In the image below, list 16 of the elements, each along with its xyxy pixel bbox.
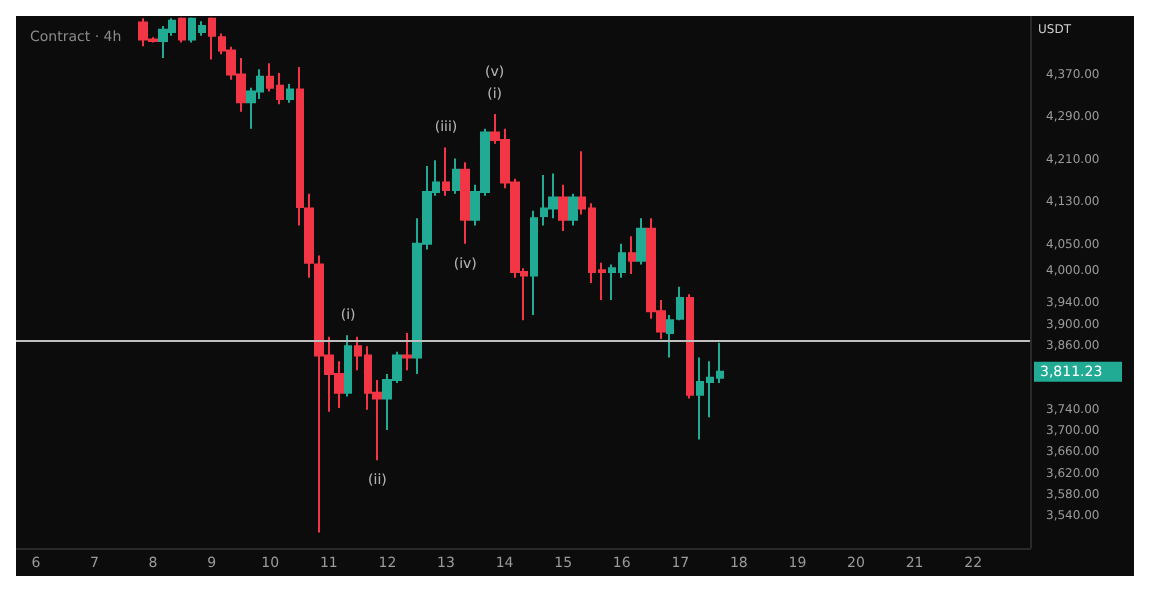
candlestick xyxy=(296,66,304,227)
candlestick xyxy=(548,172,558,220)
candlestick xyxy=(530,209,538,316)
candlestick xyxy=(568,192,578,227)
candlestick xyxy=(452,157,460,195)
candlestick xyxy=(178,16,186,44)
candlestick xyxy=(558,183,568,232)
candlestick xyxy=(636,217,646,266)
candlestick xyxy=(158,25,168,60)
candlestick xyxy=(286,83,294,104)
candlestick xyxy=(402,332,412,372)
candlestick xyxy=(442,146,450,197)
candlestick xyxy=(460,161,470,245)
candlestick xyxy=(628,235,636,276)
candlestick xyxy=(686,293,694,400)
candlestick xyxy=(344,334,352,398)
